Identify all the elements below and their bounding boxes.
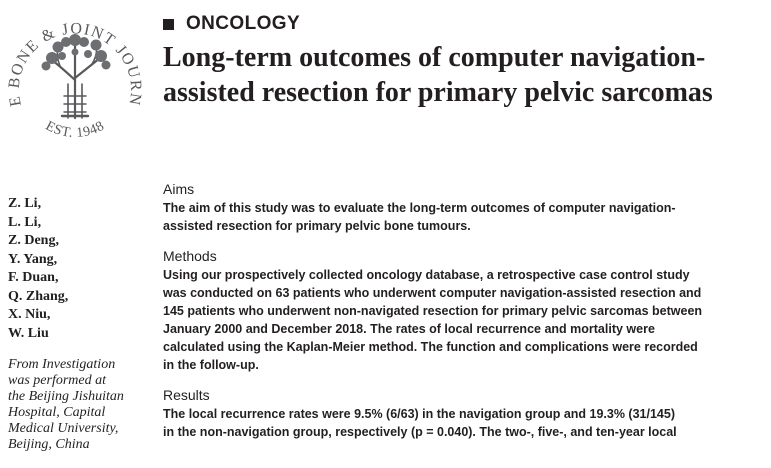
results-text-line: in the non-navigation group, respectivel… <box>163 425 677 439</box>
methods-heading: Methods <box>163 248 217 264</box>
aims-text-line: assisted resection for primary pelvic bo… <box>163 219 471 233</box>
author-list: Z. Li, L. Li, Z. Deng, Y. Yang, F. Duan,… <box>8 195 148 343</box>
methods-text-line: 145 patients who underwent non-navigated… <box>163 304 703 318</box>
article-title-line: assisted resection for primary pelvic sa… <box>163 77 713 108</box>
journal-logo: THE BONE & JOINT JOURNAL EST. 1948 <box>0 0 150 160</box>
results-section: Results The local recurrence rates were … <box>163 387 768 441</box>
author-name: F. Duan, <box>8 270 59 285</box>
author-name: Y. Yang, <box>8 251 58 267</box>
affiliation-line: Beijing, China <box>8 437 90 452</box>
affiliation-line: From Investigation <box>8 357 116 372</box>
affiliation-line: Medical University, <box>8 421 119 436</box>
article-title-line: Long-term outcomes of computer navigatio… <box>163 42 706 73</box>
methods-section: Methods Using our prospectively collecte… <box>163 248 768 374</box>
author-name: Q. Zhang, <box>8 288 69 304</box>
affiliation-line: the Beijing Jishuitan <box>8 389 124 404</box>
abstract: Aims The aim of this study was to evalua… <box>163 181 768 454</box>
results-text-line: The local recurrence rates were 9.5% (6/… <box>163 407 675 421</box>
author-name: W. Liu <box>8 325 49 341</box>
affiliation-line: was performed at <box>8 373 106 388</box>
section-label-text: ONCOLOGY <box>186 13 301 34</box>
author-name: L. Li, <box>8 214 42 230</box>
aims-text-line: The aim of this study was to evaluate th… <box>163 201 676 215</box>
methods-text-line: in the follow-up. <box>163 358 259 372</box>
author-name: X. Niu, <box>8 307 51 322</box>
methods-text-line: was conducted on 63 patients who underwe… <box>163 286 702 300</box>
journal-est-text: EST. 1948 <box>43 119 107 141</box>
author-name: Z. Li, <box>8 196 42 211</box>
aims-section: Aims The aim of this study was to evalua… <box>163 181 768 235</box>
affiliation: From Investigation was performed at the … <box>8 357 148 453</box>
tree-foliage <box>41 34 111 71</box>
methods-text-line: January 2000 and December 2018. The rate… <box>163 322 655 336</box>
methods-text-line: Using our prospectively collected oncolo… <box>163 268 690 282</box>
article-title: Long-term outcomes of computer navigatio… <box>163 40 763 110</box>
methods-text-line: calculated using the Kaplan-Meier method… <box>163 340 698 354</box>
journal-seal-icon: THE BONE & JOINT JOURNAL EST. 1948 <box>0 0 143 141</box>
section-square-icon <box>163 18 174 30</box>
author-name: Z. Deng, <box>8 233 59 248</box>
aims-heading: Aims <box>163 181 195 197</box>
affiliation-line: Hospital, Capital <box>8 405 106 420</box>
section-label: ONCOLOGY <box>163 13 300 35</box>
results-heading: Results <box>163 387 210 403</box>
